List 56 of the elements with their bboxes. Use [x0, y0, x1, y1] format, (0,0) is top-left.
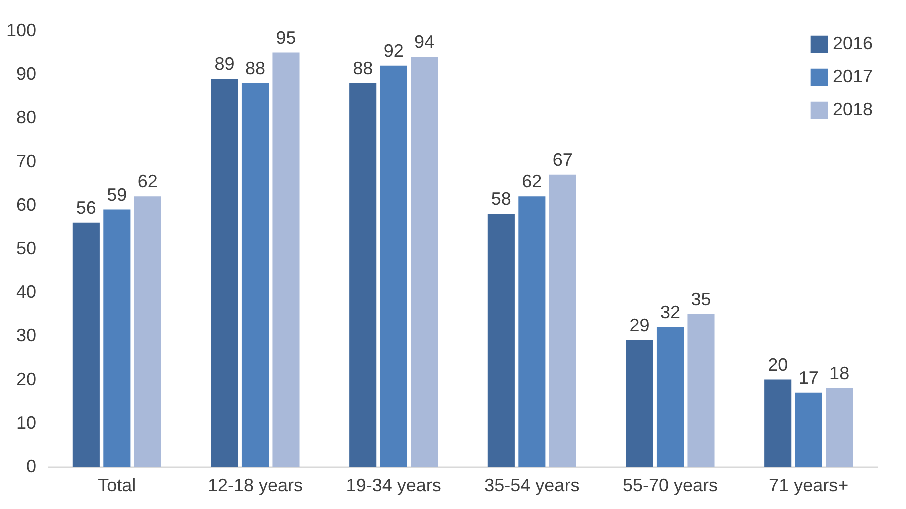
data-label: 29 [630, 316, 650, 336]
y-tick-label: 80 [16, 108, 36, 128]
data-label: 92 [384, 40, 404, 61]
y-tick-label: 60 [16, 194, 36, 215]
data-label: 62 [522, 172, 542, 192]
bar [411, 57, 438, 467]
bar [242, 83, 270, 467]
data-label: 56 [76, 198, 96, 218]
x-tick-label: 55-70 years [622, 476, 718, 496]
bar [826, 388, 854, 467]
bar [656, 327, 684, 467]
x-tick-label: 12-18 years [208, 476, 304, 496]
legend-label: 2017 [833, 66, 874, 86]
x-tick-label: Total [98, 476, 136, 496]
data-label: 94 [414, 32, 435, 52]
y-tick-label: 90 [16, 64, 36, 84]
bar [764, 380, 792, 467]
data-label: 67 [552, 150, 573, 170]
bar [211, 78, 238, 467]
y-tick-label: 30 [16, 326, 36, 346]
data-label: 32 [660, 302, 681, 322]
data-label: 35 [691, 289, 712, 310]
bar [626, 340, 654, 467]
bar [549, 174, 576, 467]
bar [272, 52, 300, 467]
data-label: 59 [107, 184, 128, 205]
data-label: 20 [768, 354, 788, 375]
x-tick-label: 35-54 years [484, 476, 580, 496]
data-label: 88 [245, 58, 266, 78]
data-label: 89 [214, 54, 235, 74]
y-tick-label: 10 [16, 412, 36, 433]
data-label: 62 [138, 172, 158, 192]
data-label: 88 [353, 58, 374, 78]
bar [688, 314, 715, 467]
data-label: 95 [276, 28, 296, 48]
bar [488, 214, 515, 467]
y-tick-label: 100 [6, 20, 36, 40]
bar [104, 210, 131, 467]
bar [795, 392, 822, 467]
y-tick-label: 70 [16, 151, 36, 172]
bar [350, 83, 377, 467]
data-label: 58 [491, 189, 512, 210]
y-tick-label: 20 [16, 369, 36, 390]
bar [518, 196, 546, 467]
bar [134, 196, 162, 467]
data-label: 18 [830, 364, 850, 384]
x-tick-label: 19-34 years [346, 476, 442, 496]
y-tick-label: 40 [16, 282, 36, 302]
legend-label: 2018 [833, 100, 874, 120]
bar [380, 66, 408, 467]
x-tick-label: 71 years+ [769, 476, 849, 496]
data-label: 17 [798, 368, 819, 388]
bar [72, 222, 100, 467]
y-tick-label: 50 [16, 238, 36, 258]
legend-label: 2016 [833, 34, 874, 54]
y-tick-label: 0 [26, 456, 36, 476]
